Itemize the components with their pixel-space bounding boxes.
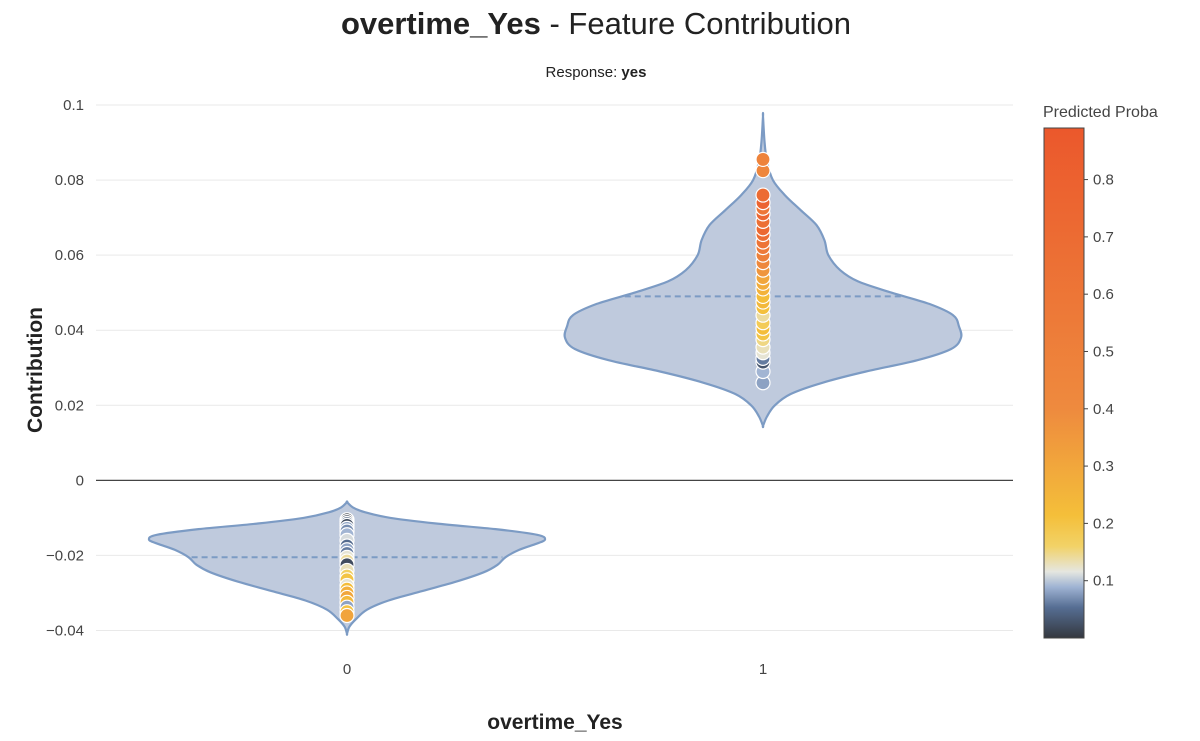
- chart-title-suffix: - Feature Contribution: [541, 6, 851, 41]
- y-tick-label: 0.04: [55, 322, 84, 339]
- colorbar-tick-label: 0.8: [1093, 172, 1114, 189]
- colorbar: [1043, 127, 1085, 639]
- data-points: [339, 151, 771, 624]
- x-tick-label: 1: [759, 661, 767, 678]
- chart-title: overtime_Yes - Feature Contribution: [341, 6, 851, 41]
- data-point[interactable]: [755, 187, 771, 203]
- y-axis-title: Contribution: [24, 307, 47, 433]
- y-tick-label: 0.06: [55, 247, 84, 264]
- data-point[interactable]: [755, 151, 771, 168]
- y-tick-label: 0.08: [55, 172, 84, 189]
- chart-title-feature: overtime_Yes: [341, 6, 541, 41]
- violins: [147, 111, 963, 636]
- subtitle-value: yes: [621, 64, 646, 81]
- colorbar-tick-label: 0.4: [1093, 401, 1114, 418]
- y-tick-label: −0.04: [46, 622, 84, 639]
- subtitle-label: Response:: [546, 64, 622, 81]
- colorbar-tick-label: 0.3: [1093, 458, 1114, 475]
- x-axis-title: overtime_Yes: [487, 711, 622, 734]
- y-tick-label: 0: [76, 472, 84, 489]
- colorbar-tick-label: 0.5: [1093, 343, 1114, 360]
- colorbar-tick-label: 0.7: [1093, 229, 1114, 246]
- colorbar-tick-label: 0.1: [1093, 573, 1114, 590]
- colorbar-tick-label: 0.6: [1093, 286, 1114, 303]
- colorbar-tick-label: 0.2: [1093, 515, 1114, 532]
- chart-subtitle: Response: yes: [546, 64, 647, 81]
- y-tick-label: 0.1: [63, 97, 84, 114]
- data-point[interactable]: [339, 607, 355, 624]
- y-tick-label: −0.02: [46, 547, 84, 564]
- y-tick-label: 0.02: [55, 397, 84, 414]
- y-axis-ticks: −0.04 −0.02 0 0.02 0.04 0.06 0.08 0.1: [46, 97, 84, 639]
- colorbar-title: Predicted Proba: [1043, 104, 1158, 121]
- x-tick-label: 0: [343, 661, 351, 678]
- colorbar-ticks: 0.1 0.2 0.3 0.4 0.5 0.6 0.7 0.8: [1084, 172, 1114, 590]
